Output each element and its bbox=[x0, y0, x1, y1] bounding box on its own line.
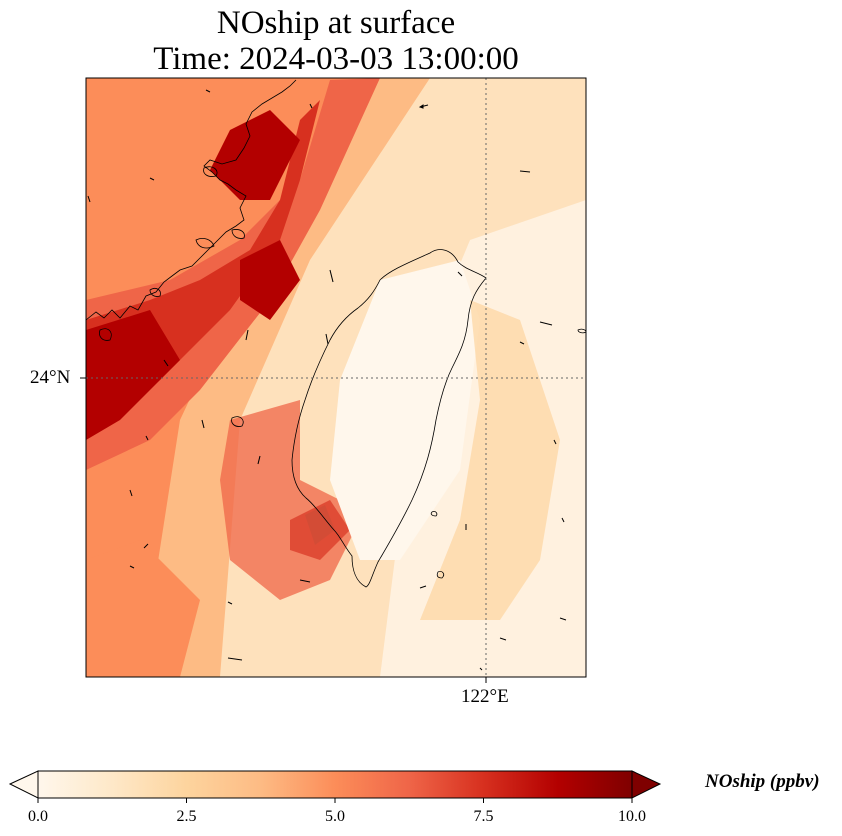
map-figure bbox=[80, 77, 587, 683]
field-southwest bbox=[86, 540, 200, 677]
map-subtitle-time: Time: 2024-03-03 13:00:00 bbox=[153, 41, 519, 77]
wind-arrow bbox=[299, 579, 311, 583]
lon-tick-label: 122°E bbox=[461, 686, 509, 707]
wind-arrow bbox=[143, 543, 149, 549]
wind-arrow bbox=[499, 637, 507, 641]
islet-green bbox=[430, 511, 438, 517]
wind-arrow bbox=[163, 359, 169, 367]
wind-arrow bbox=[227, 601, 233, 605]
map-title: NOship at surface bbox=[216, 5, 456, 41]
fujian-islands bbox=[99, 166, 245, 427]
islet-orchid bbox=[436, 571, 445, 579]
field-band-orange bbox=[86, 78, 380, 677]
islet-east bbox=[577, 328, 586, 334]
lat-tick-label: 24°N bbox=[30, 367, 71, 388]
wind-arrow bbox=[539, 321, 553, 326]
wind-arrow bbox=[519, 341, 525, 345]
colorbar-extend-low bbox=[8, 770, 39, 799]
wind-arrow bbox=[245, 329, 249, 341]
wind-arrow bbox=[87, 195, 91, 203]
field-core-mid bbox=[240, 240, 300, 320]
colorbar-tick-label: 0.0 bbox=[28, 808, 48, 825]
gridlines bbox=[86, 78, 586, 677]
wind-vectors bbox=[87, 89, 567, 671]
field-core-north bbox=[210, 110, 300, 200]
wind-arrow bbox=[257, 455, 261, 465]
wind-arrow bbox=[325, 333, 329, 345]
field-core-west bbox=[86, 310, 180, 440]
wind-arrow bbox=[205, 89, 211, 93]
wind-arrow bbox=[227, 657, 243, 661]
fujian-coastline bbox=[86, 79, 297, 321]
colorbar-tick-label: 7.5 bbox=[473, 808, 494, 825]
wind-arrow bbox=[329, 269, 334, 283]
wind-arrow bbox=[129, 489, 133, 497]
wind-arrow bbox=[519, 170, 531, 173]
field-strait-plume bbox=[220, 400, 360, 600]
wind-arrow bbox=[145, 435, 149, 441]
field-island-low bbox=[330, 260, 480, 560]
wind-arrow bbox=[457, 271, 463, 277]
wind-arrow bbox=[309, 103, 313, 109]
wind-arrow bbox=[149, 177, 155, 181]
colorbar-ramp bbox=[37, 770, 633, 799]
taiwan-coastline bbox=[291, 249, 487, 588]
colorbar-ticks bbox=[37, 798, 633, 803]
colorbar-tick-label: 10.0 bbox=[618, 808, 646, 825]
wind-arrow bbox=[479, 667, 483, 671]
wind-arrow bbox=[129, 565, 135, 569]
wind-arrow bbox=[561, 517, 565, 523]
colorbar-extend-high bbox=[631, 770, 662, 799]
wind-arrow bbox=[553, 439, 557, 445]
coastlines bbox=[86, 79, 586, 588]
colorbar-tick-label: 5.0 bbox=[325, 808, 345, 825]
wind-arrow bbox=[201, 419, 205, 429]
field-east-ring bbox=[420, 300, 560, 620]
wind-arrow bbox=[559, 617, 567, 621]
wind-arrow bbox=[419, 585, 427, 589]
colorbar-tick-label: 2.5 bbox=[176, 808, 197, 825]
colorbar bbox=[8, 770, 662, 803]
colorbar-label: NOship (ppbv) bbox=[705, 771, 820, 792]
